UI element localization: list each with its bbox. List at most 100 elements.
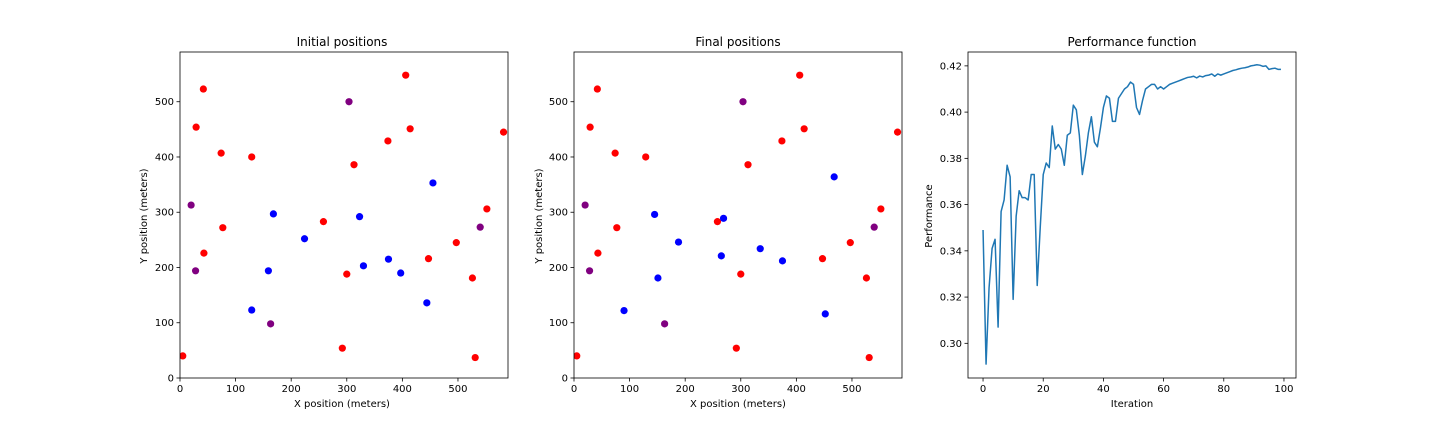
x-tick-label: 200 — [282, 384, 301, 395]
data-point — [191, 267, 200, 275]
performance-line — [982, 63, 1281, 365]
data-point — [877, 205, 885, 213]
plot-area — [982, 63, 1281, 365]
data-point — [737, 270, 745, 278]
data-point — [778, 257, 787, 265]
y-axis-label: Y position (meters) — [534, 168, 545, 264]
data-point — [739, 98, 747, 106]
data-point — [471, 353, 479, 362]
data-point — [713, 218, 722, 226]
data-point — [581, 201, 589, 209]
plot-area — [180, 71, 508, 362]
data-point — [796, 71, 804, 79]
y-tick-label: 0 — [168, 374, 174, 385]
data-point — [862, 274, 871, 282]
data-point — [248, 306, 256, 314]
data-point — [219, 224, 227, 232]
data-point — [424, 255, 433, 263]
data-point — [397, 269, 405, 277]
x-tick-label: 400 — [393, 384, 412, 395]
data-point — [180, 352, 187, 360]
data-point — [187, 201, 195, 209]
x-tick-label: 0 — [177, 384, 183, 395]
data-point — [818, 255, 827, 263]
data-point — [620, 306, 628, 315]
initial-positions-chart: Initial positions X position (meters) Y … — [139, 35, 509, 410]
x-tick-label: 100 — [226, 384, 245, 395]
data-point — [651, 210, 659, 219]
data-point — [267, 320, 275, 328]
data-point — [269, 210, 277, 218]
data-point — [870, 223, 878, 231]
y-tick-label: 0.42 — [940, 61, 962, 72]
y-tick-label: 300 — [549, 208, 568, 219]
data-point — [476, 223, 484, 231]
chart-title: Initial positions — [297, 35, 388, 49]
data-point — [846, 239, 854, 247]
data-point — [593, 85, 601, 93]
y-tick-label: 100 — [549, 318, 568, 329]
data-point — [423, 299, 431, 307]
data-point — [717, 252, 725, 260]
data-point — [499, 128, 508, 136]
y-axis-label: Y position (meters) — [139, 168, 150, 264]
data-point — [319, 218, 328, 226]
data-point — [350, 161, 358, 169]
x-tick-label: 80 — [1217, 384, 1230, 395]
x-tick-label: 500 — [842, 384, 861, 395]
x-axis-label: X position (meters) — [690, 399, 786, 410]
x-tick-label: 400 — [787, 384, 806, 395]
final-positions-chart: Final positions X position (meters) Y po… — [534, 35, 903, 410]
chart-title: Final positions — [695, 35, 780, 49]
y-tick-label: 0 — [562, 374, 568, 385]
data-point — [199, 85, 207, 93]
data-point — [654, 274, 662, 282]
y-tick-label: 0.32 — [940, 293, 962, 304]
axes-frame — [967, 51, 1297, 379]
data-point — [217, 149, 225, 157]
data-point — [359, 262, 368, 270]
y-tick-label: 0.36 — [940, 200, 962, 211]
x-tick-label: 40 — [1097, 384, 1110, 395]
y-tick-label: 500 — [549, 97, 568, 108]
data-point — [893, 128, 902, 136]
data-point — [384, 255, 393, 263]
y-tick-label: 100 — [155, 318, 174, 329]
data-point — [744, 161, 752, 169]
data-point — [821, 310, 829, 318]
data-point — [248, 153, 256, 161]
data-point — [661, 320, 669, 328]
data-point — [468, 274, 477, 282]
axes-frame — [179, 51, 509, 379]
data-point — [732, 344, 740, 352]
data-point — [355, 213, 364, 221]
data-point — [300, 235, 309, 243]
data-point — [345, 98, 353, 106]
data-point — [338, 344, 346, 352]
x-tick-label: 300 — [337, 384, 356, 395]
data-point — [585, 267, 594, 275]
data-point — [611, 149, 619, 157]
data-point — [865, 353, 873, 362]
x-tick-label: 500 — [448, 384, 467, 395]
data-point — [200, 249, 208, 257]
data-point — [574, 352, 581, 360]
y-axis-label: Performance — [924, 184, 935, 247]
data-point — [429, 179, 437, 187]
data-point — [384, 137, 392, 145]
x-tick-label: 0 — [980, 384, 986, 395]
performance-function-chart: Performance function Iteration Performan… — [924, 35, 1297, 410]
data-point — [483, 205, 491, 213]
data-point — [402, 71, 410, 79]
x-tick-label: 0 — [571, 384, 577, 395]
plot-area — [574, 71, 902, 362]
y-tick-label: 300 — [155, 208, 174, 219]
y-tick-label: 500 — [155, 97, 174, 108]
x-axis-label: X position (meters) — [294, 399, 390, 410]
x-tick-label: 20 — [1037, 384, 1050, 395]
y-tick-label: 400 — [549, 152, 568, 163]
data-point — [674, 238, 683, 246]
data-point — [800, 125, 808, 133]
x-tick-label: 60 — [1157, 384, 1170, 395]
